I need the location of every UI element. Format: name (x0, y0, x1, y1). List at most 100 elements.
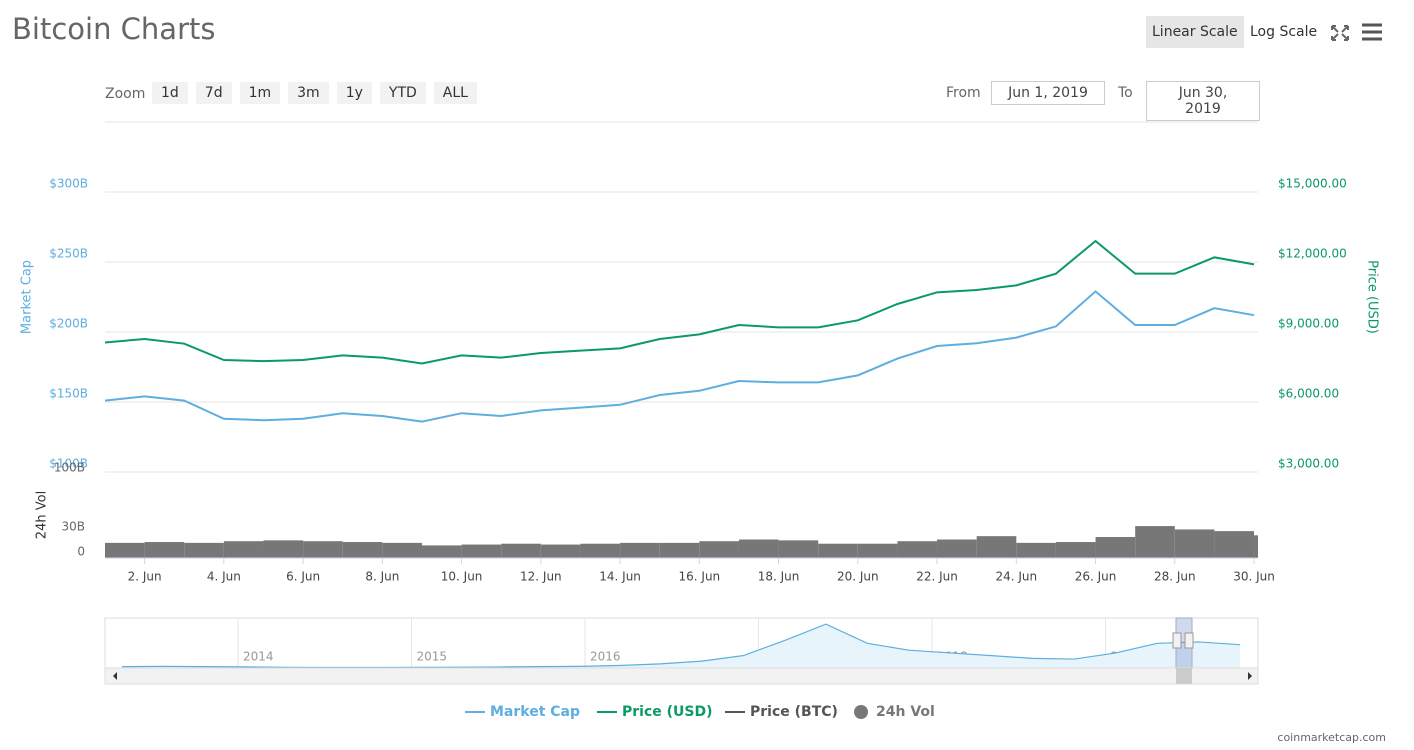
x-tick-label: 2. Jun (128, 570, 162, 584)
x-tick-label: 14. Jun (599, 570, 641, 584)
y-tick-label: $100B (49, 457, 88, 471)
linear-scale-button[interactable]: Linear Scale (1146, 16, 1244, 48)
y-tick-label: $200B (49, 317, 88, 331)
volume-bar (897, 541, 938, 558)
zoom-button[interactable]: 3m (288, 82, 329, 104)
zoom-button[interactable]: 1m (239, 82, 281, 104)
x-tick-label: 10. Jun (441, 570, 483, 584)
volume-bar (976, 536, 1017, 558)
y2-axis-title: Price (USD) (1365, 260, 1380, 334)
x-tick-label: 24. Jun (995, 570, 1037, 584)
volume-bar (105, 542, 145, 558)
y-tick-label: $250B (49, 247, 88, 261)
volume-tick-label: 30B (61, 519, 85, 533)
x-tick-label: 22. Jun (916, 570, 958, 584)
volume-bar (620, 542, 660, 558)
x-tick-label: 18. Jun (758, 570, 800, 584)
volume-bar (421, 545, 462, 558)
zoom-buttons: 1d 7d 1m 3m 1y YTD ALL (152, 82, 485, 104)
y-tick-label: $300B (49, 177, 88, 191)
volume-bar (1254, 535, 1258, 558)
navigator-handle[interactable] (1172, 632, 1182, 649)
legend-symbol (854, 705, 868, 719)
legend-label[interactable]: Price (USD) (622, 704, 713, 720)
to-input[interactable]: Jun 30, 2019 (1146, 81, 1260, 121)
volume-bar (303, 541, 343, 558)
volume-bar (738, 539, 779, 558)
volume-bar (540, 544, 581, 558)
y2-tick-label: $15,000.00 (1278, 177, 1347, 191)
x-tick-label: 26. Jun (1075, 570, 1117, 584)
volume-tick-label: 100B (54, 461, 85, 475)
legend-label[interactable]: Price (BTC) (750, 704, 838, 720)
volume-bar (382, 542, 422, 558)
volume-bar (223, 541, 264, 558)
y2-tick-label: $12,000.00 (1278, 247, 1347, 261)
y2-tick-label: $6,000.00 (1278, 387, 1339, 401)
navigator-year: 2014 (243, 650, 274, 664)
x-tick-label: 6. Jun (286, 570, 320, 584)
y2-tick-label: $9,000.00 (1278, 317, 1339, 331)
volume-bar (1135, 526, 1175, 558)
volume-bar (144, 542, 185, 558)
credit: coinmarketcap.com (1277, 731, 1386, 744)
x-tick-label: 28. Jun (1154, 570, 1196, 584)
navigator-line (121, 623, 1241, 669)
x-tick-label: 20. Jun (837, 570, 879, 584)
fullscreen-icon[interactable] (1331, 25, 1349, 41)
legend-label[interactable]: Market Cap (490, 704, 580, 720)
volume-tick-label: 0 (77, 545, 85, 559)
navigator-year: 2016 (590, 650, 621, 664)
volume-bar (699, 541, 739, 558)
log-scale-button[interactable]: Log Scale (1250, 24, 1318, 40)
x-tick-label: 4. Jun (207, 570, 241, 584)
volume-bar (1174, 529, 1215, 558)
volume-bar (342, 542, 383, 558)
zoom-button[interactable]: 1y (336, 82, 372, 104)
y-tick-label: $150B (49, 387, 88, 401)
scrollbar-thumb (1176, 668, 1192, 684)
scroll-left-arrow[interactable] (113, 672, 117, 680)
volume-bar (461, 544, 502, 558)
series-line (104, 239, 1255, 365)
volume-bar (263, 540, 304, 558)
series-line (104, 290, 1255, 423)
zoom-label: Zoom (105, 86, 146, 102)
navigator-area (122, 624, 1240, 668)
y-axis-title: Market Cap (20, 260, 35, 334)
from-input[interactable]: Jun 1, 2019 (991, 81, 1105, 105)
x-tick-label: 30. Jun (1233, 570, 1275, 584)
navigator-year: 2015 (417, 650, 448, 664)
volume-bar (818, 543, 858, 558)
volume-bar (857, 543, 898, 558)
volume-bar (1055, 542, 1096, 558)
volume-bar (778, 540, 819, 558)
volume-bar (580, 543, 621, 558)
volume-axis-title: 24h Vol (35, 491, 50, 539)
x-tick-label: 16. Jun (679, 570, 721, 584)
scrollbar (104, 667, 1259, 685)
page-title: Bitcoin Charts (12, 12, 216, 46)
volume-bar (501, 543, 541, 558)
y2-tick-label: $3,000.00 (1278, 457, 1339, 471)
volume-bar (1016, 542, 1056, 558)
volume-bar (184, 542, 224, 558)
navigator-handle[interactable] (1184, 632, 1194, 649)
x-tick-label: 12. Jun (520, 570, 562, 584)
zoom-button[interactable]: ALL (433, 82, 477, 104)
volume-bar (937, 539, 977, 558)
volume-bar (1214, 531, 1255, 558)
x-tick-label: 8. Jun (365, 570, 399, 584)
menu-icon[interactable] (1362, 23, 1382, 41)
volume-bar (659, 542, 700, 558)
to-label: To (1118, 85, 1133, 101)
scroll-right-arrow[interactable] (1248, 672, 1252, 680)
zoom-button[interactable]: 7d (195, 82, 232, 104)
from-label: From (946, 85, 981, 101)
zoom-button[interactable]: YTD (379, 82, 426, 104)
zoom-button[interactable]: 1d (152, 82, 188, 104)
volume-bar (1095, 537, 1136, 558)
legend-label[interactable]: 24h Vol (876, 704, 935, 720)
